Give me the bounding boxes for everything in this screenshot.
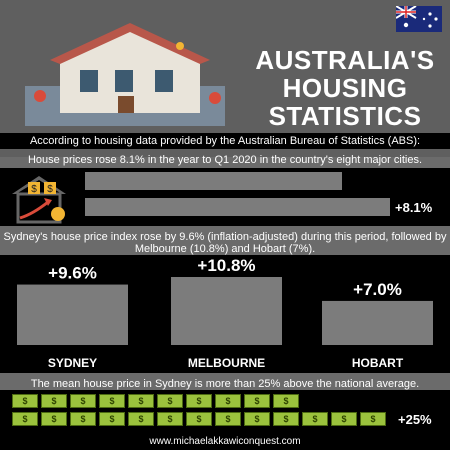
money-bill-icon: $ [331, 412, 357, 426]
money-bill-icon: $ [157, 412, 183, 426]
australia-flag-icon [396, 6, 442, 32]
title-line-2: HOUSING [282, 73, 408, 103]
bar-value-label: +10.8% [197, 256, 255, 275]
money-bill-icon: $ [128, 394, 154, 408]
money-bill-icon: $ [41, 394, 67, 408]
spacer [0, 149, 450, 157]
city-label: HOBART [352, 356, 404, 370]
intro-text: According to housing data provided by th… [29, 135, 421, 147]
money-bill-icon: $ [273, 412, 299, 426]
bar-melbourne [171, 277, 282, 345]
stat3-value-label: +25% [398, 412, 432, 427]
bar-value-label: +7.0% [353, 280, 402, 299]
money-bill-icon: $ [70, 412, 96, 426]
money-bill-icon: $ [215, 394, 241, 408]
title-line-1: AUSTRALIA'S [255, 45, 435, 75]
house-price-icon: $ $ [12, 176, 66, 224]
house-illustration [25, 23, 225, 126]
bar-hobart [322, 300, 433, 345]
money-bill-icon: $ [244, 412, 270, 426]
money-row-national: $ $ $ $ $ $ $ $ $ $ [12, 394, 299, 408]
money-bill-icon: $ [41, 412, 67, 426]
money-bill-icon: $ [12, 394, 38, 408]
money-bill-icon: $ [99, 394, 125, 408]
bar-sydney [17, 284, 128, 345]
stat2-text: Sydney's house price index rose by 9.6% … [3, 231, 447, 255]
money-bill-icon: $ [186, 412, 212, 426]
money-bill-icon: $ [244, 394, 270, 408]
money-bill-icon: $ [215, 412, 241, 426]
city-label: SYDNEY [48, 356, 97, 370]
money-bill-icon: $ [302, 412, 328, 426]
page-title: AUSTRALIA'S HOUSING STATISTICS [250, 46, 440, 130]
bar-value-label: +9.6% [48, 264, 97, 283]
city-label: MELBOURNE [188, 356, 265, 370]
stat1-bar-0 [85, 172, 342, 190]
stat3-text: The mean house price in Sydney is more t… [30, 378, 420, 390]
hero-banner: AUSTRALIA'S HOUSING STATISTICS [0, 0, 450, 133]
money-bill-icon: $ [186, 394, 212, 408]
money-bill-icon: $ [273, 394, 299, 408]
money-bill-icon: $ [157, 394, 183, 408]
svg-text:$: $ [31, 184, 37, 195]
footer-url: www.michaelakkawiconquest.com [0, 433, 450, 450]
money-bill-icon: $ [360, 412, 386, 426]
title-line-3: STATISTICS [268, 101, 422, 131]
money-bill-icon: $ [128, 412, 154, 426]
intro-band [0, 133, 450, 149]
chart-8-cities: +8.1% [85, 172, 433, 216]
chart-city-price-index: +9.6% SYDNEY +10.8% MELBOURNE +7.0% HOBART [17, 256, 433, 370]
stat1-bar-1 [85, 198, 390, 216]
svg-text:$: $ [47, 184, 53, 195]
stat1-value-label: +8.1% [395, 200, 433, 215]
money-bill-icon: $ [12, 412, 38, 426]
stat1-text: House prices rose 8.1% in the year to Q1… [27, 154, 423, 166]
money-row-sydney: $ $ $ $ $ $ $ $ $ $ $ $ $ [12, 412, 386, 426]
money-bill-icon: $ [99, 412, 125, 426]
money-bill-icon: $ [70, 394, 96, 408]
